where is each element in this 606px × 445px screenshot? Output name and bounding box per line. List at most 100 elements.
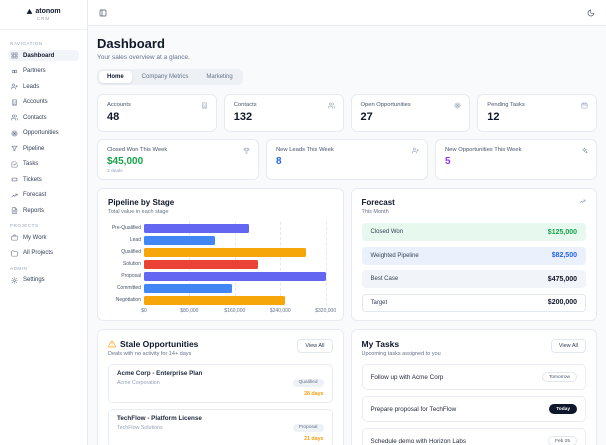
tab[interactable]: Marketing [206,74,233,80]
topbar [88,0,606,26]
highlight-label: Closed Won This Week [107,147,168,153]
bar-track [144,234,333,246]
x-tick-label: $160,000 [224,308,246,314]
stat-cards-row: Accounts 48 Contacts 132 Open Opportunit… [97,94,597,132]
gear-icon [11,276,18,284]
sidebar-item-leads[interactable]: Leads [8,81,79,92]
stat-card: Open Opportunities 27 [350,94,471,132]
pipeline-chart-panel: Pipeline by Stage Total value in each st… [97,188,344,321]
sidebar-item-label: Opportunities [23,130,59,136]
sidebar-item-label: All Projects [23,250,54,256]
task-list-item[interactable]: Follow up with Acme Corp Tomorrow [361,364,586,390]
sidebar-section-label: Admin [10,265,28,271]
task-due-badge: Today [549,404,577,414]
highlight-subtext: 3 deals [107,169,123,174]
highlight-card: New Leads This Week 8 [266,139,428,180]
bar-track [144,222,333,234]
task-list-item[interactable]: Prepare proposal for TechFlow Today [361,396,586,422]
highlight-subtext [276,169,418,174]
my-tasks-title: My Tasks [361,339,400,349]
sidebar-item-reports[interactable]: Reports [8,205,79,216]
sidebar-item-tasks[interactable]: Tasks [8,159,79,170]
tab[interactable]: Home [99,71,132,83]
y-axis-label: Committed [116,285,141,291]
highlight-card-icon [581,147,588,154]
x-tick-label: $0 [141,308,147,314]
stat-card: Contacts 132 [223,94,344,132]
sidebar-item-accounts[interactable]: Accounts [8,97,79,108]
building-icon [11,99,18,106]
stale-opportunities-panel: Stale Opportunities Deals with no activi… [97,329,344,445]
pipeline-y-labels: Pre-Qualified Lead Qualified Solution Propos… [108,222,144,306]
pipeline-chart: Pre-Qualified Lead Qualified Solution Propos… [108,222,337,314]
highlight-card: Closed Won This Week $45,000 3 deals [97,139,259,180]
sidebar-section-label: Navigation [10,41,43,46]
page-subtitle: Your sales overview at a glance. [97,54,190,61]
highlight-subtext [445,169,587,174]
stat-card-icon [581,102,588,109]
sidebar-item-label: Forecast [23,192,47,198]
forecast-row-value: $82,500 [551,252,577,259]
main-area: Dashboard Your sales overview at a glanc… [88,0,606,445]
alert-triangle-icon [108,340,116,348]
pipeline-x-axis: $0 $80,000 $160,000 $240,000 $320,000 [141,306,337,314]
file-text-icon [11,207,18,214]
sidebar-item-label: Dashboard [23,52,55,59]
stale-opportunities-view-all-button[interactable]: View All [297,339,333,353]
sidebar-item-label: Accounts [23,99,48,105]
sidebar-item-dashboard[interactable]: Dashboard [8,50,79,61]
sidebar-item-tickets[interactable]: Tickets [8,174,79,185]
sidebar-toggle-icon[interactable] [99,9,107,17]
task-list-item[interactable]: Schedule demo with Horizon Labs Feb 25 [361,428,586,445]
highlight-label: New Leads This Week [276,147,334,153]
charts-row: Pipeline by Stage Total value in each st… [97,188,597,321]
sidebar: atonom CRM Navigation Dashboard Partners L… [0,0,88,445]
trending-up-icon [11,192,18,199]
x-tick-label: $320,000 [315,308,337,314]
sidebar-item-label: Settings [23,277,45,283]
bar-track [144,246,333,258]
ticket-icon [11,176,18,183]
sidebar-item-partners[interactable]: Partners [8,66,79,77]
stale-opportunities-subtitle: Deals with no activity for 14+ days [108,351,192,357]
stat-card-icon [454,102,461,109]
stale-opportunities-list: Acme Corp - Enterprise Plan Acme Corpora… [108,364,333,445]
forecast-rows: Closed Won $125,000 Weighted Pipeline $8… [361,223,586,312]
sidebar-item-contacts[interactable]: Contacts [8,112,79,123]
bar-track [144,294,333,306]
stat-card-icon [201,102,208,109]
stat-value: 48 [107,111,120,123]
sidebar-item-my-work[interactable]: My Work [8,232,79,243]
forecast-row-label: Closed Won [370,229,404,235]
check-square-icon [11,161,18,168]
my-tasks-view-all-button[interactable]: View All [550,339,586,353]
sidebar-item-forecast[interactable]: Forecast [8,190,79,201]
pipeline-bar-solution [144,259,258,269]
users-icon [11,114,18,121]
opportunity-list-item[interactable]: Acme Corp - Enterprise Plan Acme Corpora… [108,364,333,403]
folder-icon [11,250,18,257]
stat-value: 12 [487,111,500,123]
stat-label: Open Opportunities [360,102,411,108]
sidebar-section: Navigation Dashboard Partners Leads Account… [8,41,79,216]
pipeline-bar-negotiation [144,295,285,305]
task-due-badge: Feb 25 [548,436,577,445]
user-plus-icon [11,83,18,90]
bar-track [144,282,333,294]
tab[interactable]: Company Metrics [141,74,189,80]
pipeline-chart-title: Pipeline by Stage [108,198,175,207]
sidebar-section-label: Projects [10,223,39,228]
sidebar-item-pipeline[interactable]: Pipeline [8,143,79,154]
opportunity-company: TechFlow Solutions [117,424,163,431]
opportunity-list-item[interactable]: TechFlow - Platform License TechFlow Sol… [108,409,333,445]
theme-toggle-icon[interactable] [587,9,595,17]
sidebar-item-all-projects[interactable]: All Projects [8,248,79,259]
briefcase-icon [11,234,18,241]
forecast-subtitle: This Month [361,209,389,215]
sidebar-item-opportunities[interactable]: Opportunities [8,128,79,139]
trending-up-icon [579,198,586,205]
highlight-card: New Opportunities This Week 5 [435,139,597,180]
forecast-row-value: $200,000 [547,299,577,306]
x-tick-label: $80,000 [180,308,199,314]
sidebar-item-settings[interactable]: Settings [8,275,79,286]
